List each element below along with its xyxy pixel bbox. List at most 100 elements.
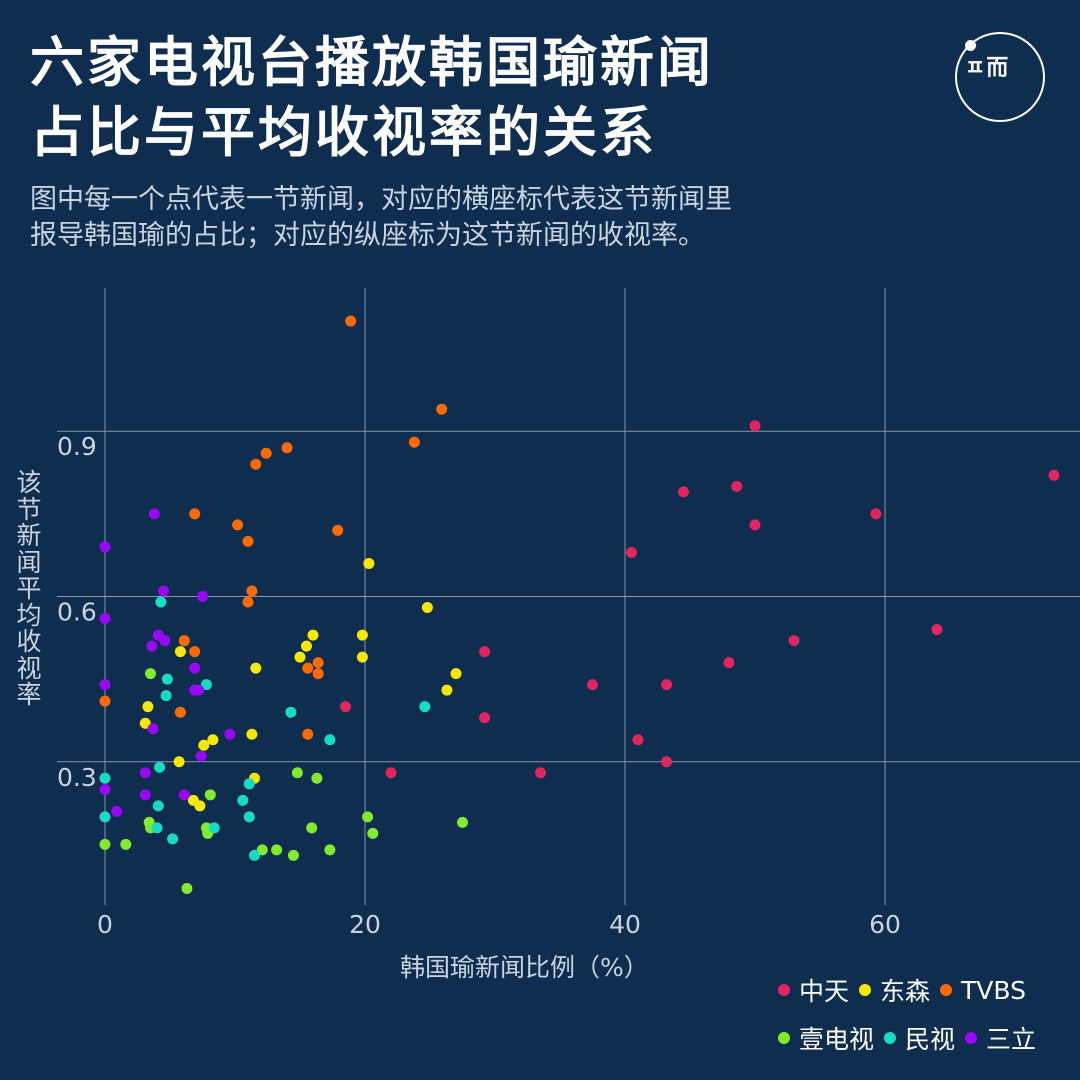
- data-point: [232, 519, 244, 531]
- data-point: [281, 442, 293, 454]
- chart-subtitle: 图中每一个点代表一节新闻，对应的横座标代表这节新闻里 报导韩国瑜的占比；对应的纵…: [30, 182, 790, 254]
- data-point: [306, 822, 318, 834]
- legend-row-1: 中天 东森 TVBS: [778, 966, 1046, 1014]
- data-point: [731, 480, 743, 492]
- data-point: [242, 535, 254, 547]
- data-point: [441, 684, 453, 696]
- data-point: [312, 657, 324, 669]
- legend-dot-icon: [965, 1032, 978, 1044]
- legend-dot-icon: [884, 1032, 897, 1044]
- legend-dot-icon: [859, 984, 872, 996]
- x-tick-label: 60: [869, 910, 901, 939]
- data-point: [285, 706, 297, 718]
- data-point: [111, 805, 123, 817]
- legend-row-2: 壹电视 民视 三立: [778, 1014, 1046, 1062]
- data-point: [178, 635, 190, 647]
- data-point: [419, 701, 431, 713]
- data-point: [151, 822, 163, 834]
- data-point: [723, 657, 735, 669]
- data-point: [224, 728, 236, 740]
- data-point: [99, 772, 111, 784]
- data-point: [324, 734, 336, 746]
- data-point: [243, 778, 255, 790]
- data-point: [291, 767, 303, 779]
- data-point: [436, 403, 448, 415]
- data-point: [250, 662, 262, 674]
- x-axis-label: 韩国瑜新闻比例（%）: [400, 953, 649, 982]
- title-line-1: 六家电视台播放韩国瑜新闻: [30, 31, 714, 94]
- data-point: [195, 750, 207, 762]
- data-point: [535, 767, 546, 779]
- point-layer: [99, 315, 1060, 894]
- data-point: [626, 546, 637, 558]
- data-point: [356, 651, 368, 663]
- data-point: [324, 844, 336, 856]
- data-point: [161, 673, 173, 685]
- data-point: [174, 646, 186, 658]
- data-point: [99, 679, 111, 691]
- data-point: [204, 789, 216, 801]
- data-point: [408, 436, 420, 448]
- subtitle-line-1: 图中每一个点代表一节新闻，对应的横座标代表这节新闻里: [30, 184, 732, 215]
- data-point: [340, 701, 351, 713]
- legend-item-minshi: 民视: [884, 1020, 955, 1056]
- data-point: [99, 811, 111, 823]
- data-point: [307, 629, 319, 641]
- y-tick-label: 0.9: [57, 432, 97, 461]
- chart-title: 六家电视台播放韩国瑜新闻 占比与平均收视率的关系: [30, 28, 714, 168]
- legend-item-sanli: 三立: [965, 1020, 1036, 1056]
- data-point: [243, 811, 255, 823]
- title-line-2: 占比与平均收视率的关系: [30, 101, 657, 164]
- data-point: [155, 596, 167, 608]
- legend-dot-icon: [940, 984, 953, 996]
- data-point: [271, 844, 283, 856]
- grid-layer: [57, 288, 1080, 905]
- x-tick-label: 0: [97, 910, 113, 939]
- data-point: [194, 800, 206, 812]
- data-point: [1048, 469, 1060, 481]
- data-point: [147, 723, 159, 735]
- data-point: [312, 668, 324, 680]
- x-tick-label: 20: [349, 910, 381, 939]
- data-point: [749, 420, 761, 432]
- data-point: [479, 712, 491, 724]
- data-point: [332, 524, 344, 536]
- legend-item-tvbs: TVBS: [940, 976, 1026, 1005]
- data-point: [345, 315, 357, 327]
- data-point: [189, 662, 201, 674]
- data-point: [311, 772, 323, 784]
- data-point: [479, 646, 491, 658]
- legend-item-yidianshi: 壹电视: [778, 1020, 874, 1056]
- data-point: [99, 838, 111, 850]
- data-point: [99, 783, 111, 795]
- data-point: [362, 811, 374, 823]
- data-point: [197, 591, 208, 602]
- data-point: [237, 794, 249, 806]
- data-point: [189, 508, 201, 520]
- y-tick-label: 0.3: [57, 763, 97, 792]
- data-point: [661, 679, 673, 691]
- data-point: [193, 684, 205, 696]
- data-point: [158, 585, 169, 597]
- data-point: [246, 585, 258, 597]
- data-point: [385, 767, 397, 779]
- data-point: [167, 833, 179, 845]
- data-point: [632, 734, 644, 746]
- y-tick-label: 0.6: [57, 598, 97, 627]
- data-point: [246, 728, 258, 740]
- data-point: [678, 486, 689, 498]
- brand-logo: ㅍ而: [955, 32, 1045, 122]
- data-point: [189, 646, 201, 658]
- legend-label: TVBS: [961, 975, 1026, 1005]
- data-point: [198, 739, 210, 751]
- x-tick-label: 40: [609, 910, 641, 939]
- data-point: [145, 668, 156, 680]
- data-point: [301, 640, 312, 652]
- data-point: [148, 508, 160, 520]
- subtitle-line-2: 报导韩国瑜的占比；对应的纵座标为这节新闻的收视率。: [30, 220, 705, 251]
- data-point: [200, 679, 212, 691]
- data-point: [139, 767, 151, 779]
- legend-label: 东森: [880, 977, 931, 1006]
- data-point: [146, 640, 158, 652]
